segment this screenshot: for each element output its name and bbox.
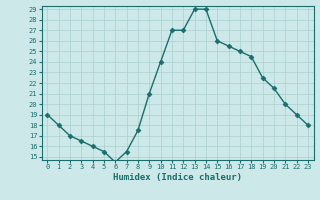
X-axis label: Humidex (Indice chaleur): Humidex (Indice chaleur) xyxy=(113,173,242,182)
